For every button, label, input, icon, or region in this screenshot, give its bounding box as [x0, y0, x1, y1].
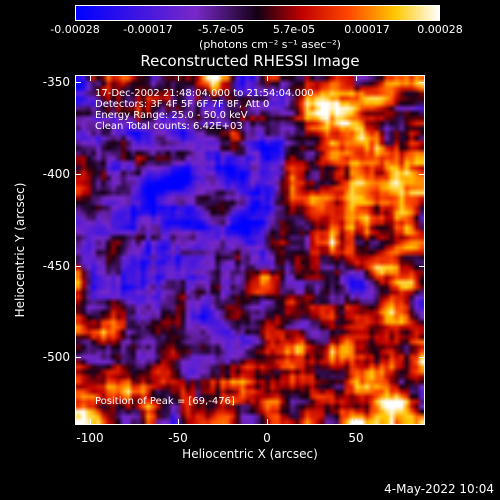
- colorbar-tick: 0.00017: [344, 23, 390, 36]
- axis-tick-mark: [75, 357, 81, 358]
- colorbar: [75, 5, 440, 21]
- y-axis-label: Heliocentric Y (arcsec): [13, 182, 27, 318]
- colorbar-tick: 0.00028: [417, 23, 463, 36]
- timestamp: 4-May-2022 10:04: [384, 482, 494, 496]
- info-method-counts: Clean Total counts: 6.42E+03: [95, 121, 243, 132]
- y-tick-label: -500: [42, 350, 70, 364]
- axis-tick-mark: [419, 357, 425, 358]
- x-tick-label: 0: [263, 431, 271, 445]
- x-tick-label: -100: [76, 431, 104, 445]
- axis-tick-mark: [419, 266, 425, 267]
- x-tick-label: 50: [348, 431, 364, 445]
- colorbar-tick: -0.00017: [123, 23, 173, 36]
- axis-tick-mark: [267, 75, 268, 81]
- colorbar-tick: -5.7e-05: [197, 23, 245, 36]
- info-detectors: Detectors: 3F 4F 5F 6F 7F 8F, Att 0: [95, 99, 270, 110]
- colorbar-units: (photons cm⁻² s⁻¹ asec⁻²): [199, 38, 341, 51]
- info-time-range: 17-Dec-2002 21:48:04.000 to 21:54:04.000: [95, 88, 314, 99]
- rhessi-image: [76, 76, 424, 424]
- axis-tick-mark: [356, 75, 357, 81]
- axis-tick-mark: [419, 82, 425, 83]
- axis-tick-mark: [90, 75, 91, 81]
- axis-tick-mark: [75, 82, 81, 83]
- axis-tick-mark: [75, 174, 81, 175]
- x-axis-label: Heliocentric X (arcsec): [182, 447, 318, 461]
- axis-tick-mark: [267, 419, 268, 425]
- axis-tick-mark: [178, 419, 179, 425]
- y-tick-label: -450: [42, 259, 70, 273]
- colorbar-tick: 5.7e-05: [272, 23, 316, 36]
- info-energy-range: Energy Range: 25.0 - 50.0 keV: [95, 110, 248, 121]
- solar-image-plot: [75, 75, 425, 425]
- axis-tick-mark: [419, 174, 425, 175]
- y-tick-label: -400: [42, 167, 70, 181]
- info-peak-position: Position of Peak = [69,-476]: [95, 396, 235, 407]
- y-tick-label: -350: [42, 75, 70, 89]
- x-tick-label: -50: [168, 431, 188, 445]
- axis-tick-mark: [178, 75, 179, 81]
- colorbar-tick: -0.00028: [50, 23, 100, 36]
- axis-tick-mark: [75, 266, 81, 267]
- axis-tick-mark: [356, 419, 357, 425]
- image-title: Reconstructed RHESSI Image: [140, 52, 360, 70]
- axis-tick-mark: [90, 419, 91, 425]
